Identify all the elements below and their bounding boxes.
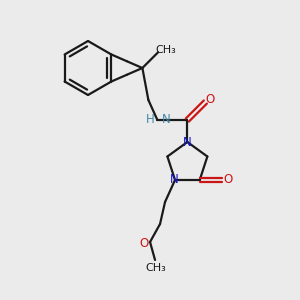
- Text: N: N: [161, 112, 170, 125]
- Text: CH₃: CH₃: [156, 45, 176, 56]
- Text: O: O: [140, 238, 149, 250]
- Text: CH₃: CH₃: [146, 263, 166, 273]
- Text: H: H: [146, 112, 154, 125]
- Text: N: N: [170, 173, 178, 187]
- Text: N: N: [183, 136, 192, 148]
- Text: O: O: [206, 92, 215, 106]
- Text: O: O: [223, 173, 232, 187]
